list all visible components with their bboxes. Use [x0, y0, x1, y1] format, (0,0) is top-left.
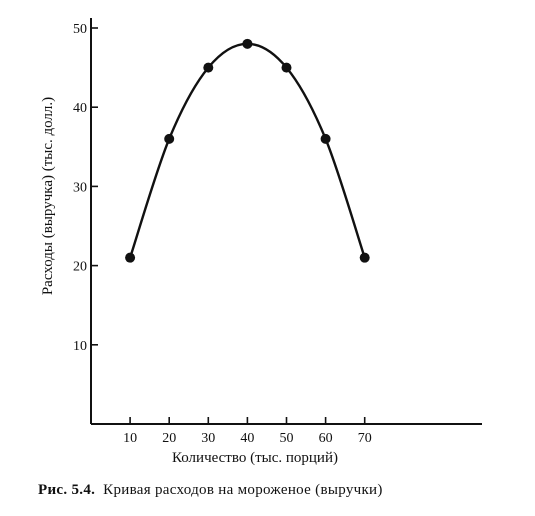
data-point	[320, 133, 331, 144]
x-tick-label: 70	[358, 431, 372, 446]
figure-number: Рис. 5.4.	[38, 482, 96, 498]
x-tick-label: 20	[162, 431, 176, 446]
data-point	[242, 38, 253, 49]
y-tick-label: 10	[73, 339, 87, 354]
data-point	[125, 252, 136, 263]
y-tick-label: 20	[73, 260, 87, 275]
data-point	[359, 252, 370, 263]
y-tick-label: 30	[73, 180, 87, 195]
figure-caption: Рис. 5.4. Кривая расходов на мороженое (в…	[38, 482, 383, 499]
series-line	[128, 42, 366, 259]
y-axis-label: Расходы (выручка) (тыс. долл.)	[40, 97, 56, 295]
chart: 10 20 30 40 50 60 70 10 20 30 40 50 Количество (тыс…	[40, 18, 482, 466]
data-points	[125, 38, 370, 263]
x-tick-label: 40	[240, 431, 254, 446]
ticks: 10 20 30 40 50 60 70 10 20 30 40 50	[73, 22, 372, 446]
x-tick-label: 60	[319, 431, 333, 446]
y-tick-label: 40	[73, 101, 87, 116]
x-axis-label: Количество (тыс. порций)	[172, 450, 338, 466]
axes	[90, 18, 482, 425]
data-point	[281, 62, 292, 73]
x-tick-label: 10	[123, 431, 137, 446]
x-tick-label: 50	[280, 431, 294, 446]
x-tick-label: 30	[201, 431, 215, 446]
y-tick-label: 50	[73, 22, 87, 37]
data-point	[164, 133, 175, 144]
figure-caption-text: Кривая расходов на мороженое (выручки)	[103, 482, 383, 498]
data-point	[203, 62, 214, 73]
